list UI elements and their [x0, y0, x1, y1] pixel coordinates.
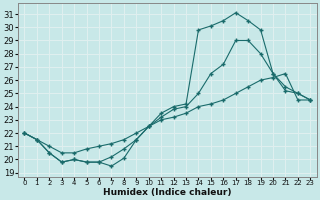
X-axis label: Humidex (Indice chaleur): Humidex (Indice chaleur)	[103, 188, 232, 197]
